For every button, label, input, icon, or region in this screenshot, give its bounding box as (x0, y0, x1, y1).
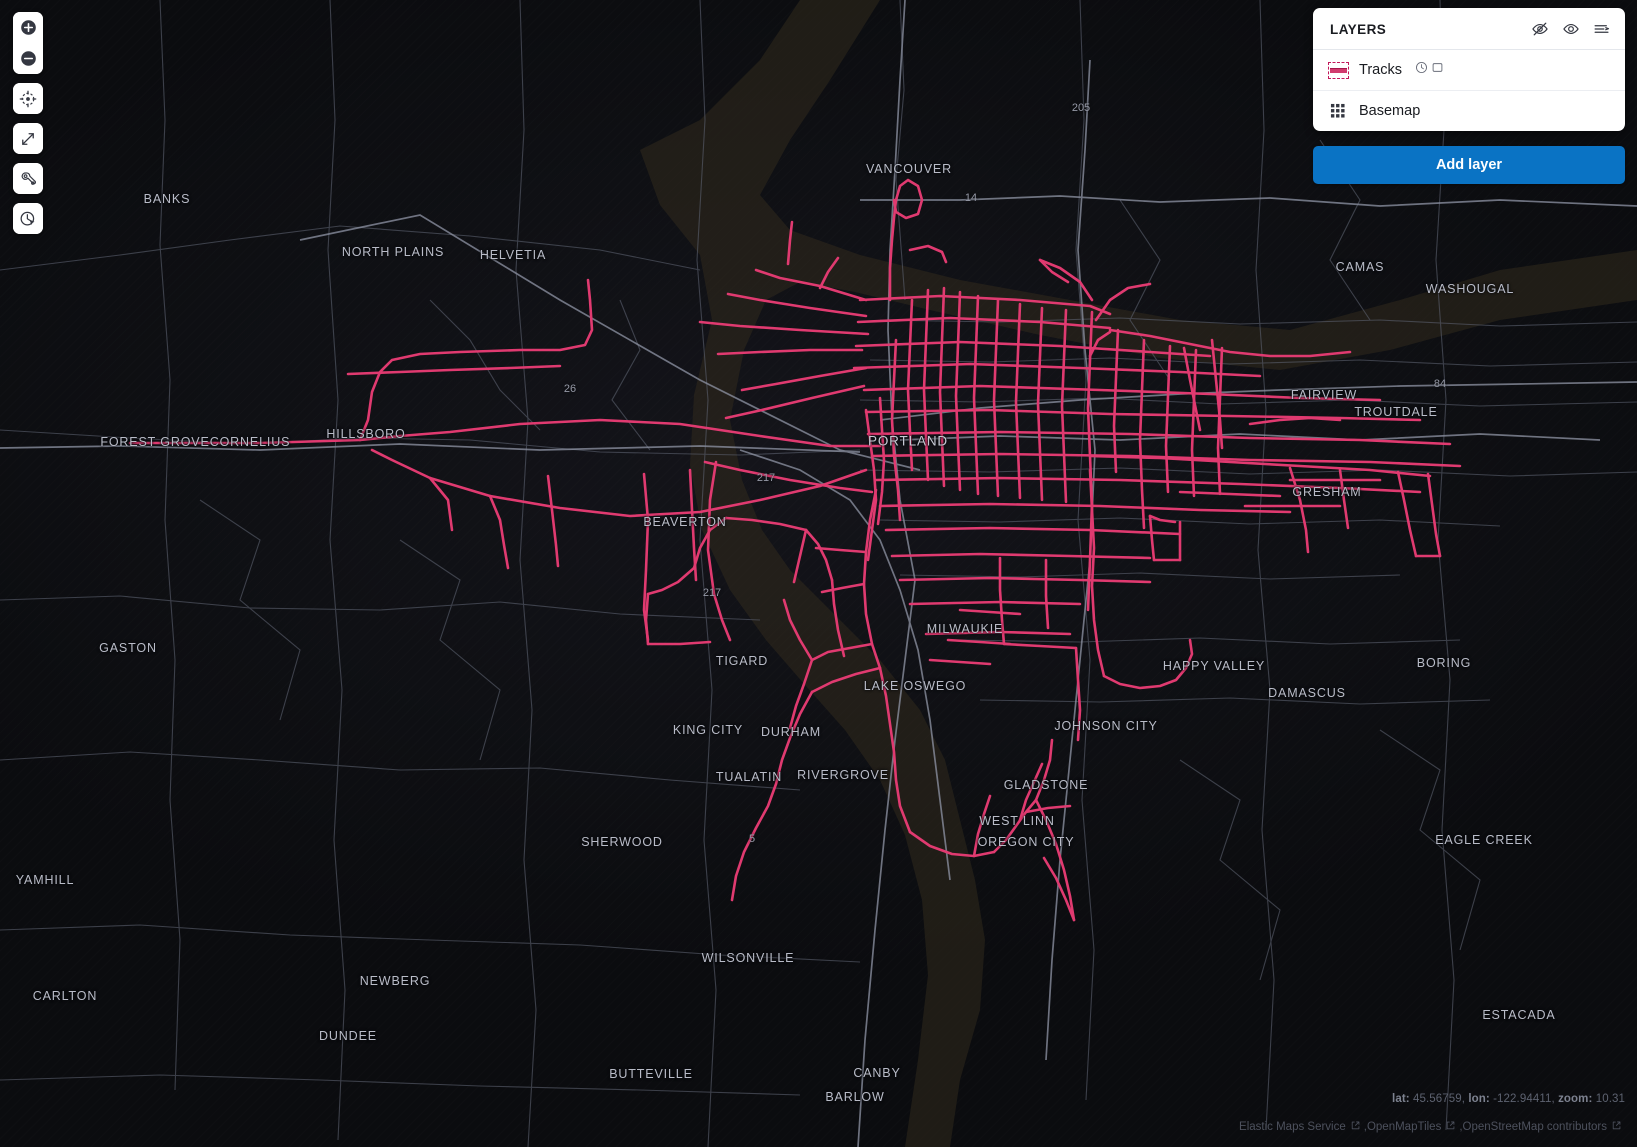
eye-slash-icon (1532, 22, 1548, 36)
crosshair-icon (19, 90, 37, 107)
attrib-label: OpenMapTiles (1366, 1121, 1442, 1133)
layer-name-basemap: Basemap (1359, 103, 1421, 119)
tracks-layer[interactable] (128, 178, 1462, 922)
map-toolbar (13, 12, 43, 234)
bounds-filter-icon[interactable] (1431, 61, 1444, 79)
layer-name-tracks: Tracks (1359, 62, 1402, 78)
zoom-controls-group (13, 12, 43, 74)
map-attribution: Elastic Maps Service, OpenMapTiles, Open… (1239, 1120, 1625, 1133)
external-link-icon (1612, 1121, 1621, 1130)
wrench-icon (21, 171, 37, 185)
attrib-link-elastic-maps-service[interactable]: Elastic Maps Service (1239, 1120, 1364, 1133)
grid-icon (1330, 103, 1345, 118)
attrib-separator: , (1363, 1120, 1367, 1133)
attrib-separator: , (1459, 1120, 1463, 1133)
timeslider-group (13, 203, 43, 234)
external-link-icon (1447, 1121, 1455, 1130)
layers-panel-header: LAYERS (1313, 8, 1625, 50)
locate-group (13, 83, 43, 114)
layers-panel-title: LAYERS (1330, 21, 1387, 37)
eye-icon (1563, 24, 1579, 34)
collapse-panel-icon[interactable] (1593, 20, 1611, 38)
layer-item-tracks[interactable]: Tracks (1313, 50, 1625, 91)
layer-item-basemap[interactable]: Basemap (1313, 91, 1625, 131)
tools-button[interactable] (13, 163, 43, 194)
hide-all-layers-icon[interactable] (1531, 20, 1549, 38)
fullscreen-group (13, 123, 43, 154)
minus-circle-icon (20, 51, 36, 66)
arrow-collapse-icon (1594, 25, 1610, 33)
attrib-label: Elastic Maps Service (1239, 1121, 1346, 1133)
clock-icon (1415, 61, 1427, 74)
attrib-link-openmaptiles[interactable]: OpenMapTiles (1367, 1120, 1459, 1133)
show-all-layers-icon[interactable] (1562, 20, 1580, 38)
layer-badges-tracks (1415, 61, 1444, 79)
plus-circle-icon (20, 20, 36, 35)
fullscreen-button[interactable] (13, 123, 43, 154)
square-icon (1432, 63, 1443, 72)
time-filter-icon[interactable] (1415, 61, 1428, 79)
track-line-symbol (1327, 60, 1349, 80)
clock-cursor-icon (20, 211, 35, 225)
grid-symbol (1327, 101, 1349, 121)
tools-group (13, 163, 43, 194)
external-link-icon (1351, 1121, 1360, 1130)
attrib-label: OpenStreetMap contributors (1462, 1121, 1607, 1133)
layers-panel: LAYERS (1313, 8, 1625, 131)
attrib-link-openstreetmap[interactable]: OpenStreetMap contributors (1463, 1120, 1625, 1133)
zoom-out-button[interactable] (13, 43, 43, 74)
add-layer-button[interactable]: Add layer (1313, 146, 1625, 184)
timeslider-button[interactable] (13, 203, 43, 234)
locate-button[interactable] (13, 83, 43, 114)
layers-panel-actions (1531, 20, 1611, 38)
zoom-in-button[interactable] (13, 12, 43, 43)
expand-arrows-icon (22, 132, 34, 145)
